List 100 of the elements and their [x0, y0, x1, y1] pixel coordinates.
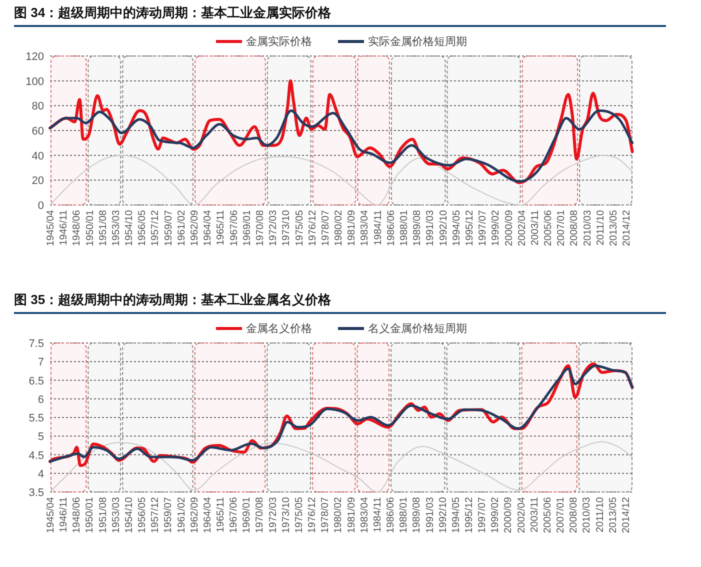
- x-tick-label: 1994/05: [451, 210, 462, 246]
- x-tick-label: 1959/07: [163, 210, 174, 246]
- x-tick-label: 1946/11: [58, 210, 70, 246]
- x-tick-label: 1991/03: [425, 210, 436, 246]
- x-tick-label: 2013/05: [608, 210, 620, 246]
- x-tick-label: 1986/06: [386, 210, 397, 246]
- x-tick-label: 1969/01: [242, 210, 253, 246]
- x-tick-label: 2005/06: [543, 210, 554, 246]
- x-tick-label: 1984/11: [372, 496, 384, 532]
- y-tick-label: 5.5: [28, 412, 44, 424]
- x-tick-label: 1997/07: [477, 496, 488, 534]
- x-tick-label: 2008/08: [568, 496, 580, 534]
- y-tick-label: 6: [38, 394, 44, 406]
- y-tick-label: 0: [38, 200, 44, 212]
- line-series: [50, 441, 633, 492]
- x-tick-label: 1967/06: [228, 210, 240, 246]
- x-tick-label: 1957/12: [150, 210, 162, 246]
- x-tick-label: 2003/11: [529, 496, 540, 532]
- legend-label: 名义金属价格短周期: [368, 322, 467, 336]
- x-tick-label: 2011/10: [594, 496, 606, 532]
- x-tick-label: 1970/08: [254, 496, 266, 534]
- x-tick-label: 2010/03: [582, 210, 594, 246]
- x-tick-label: 1950/01: [84, 210, 96, 246]
- x-tick-label: 1975/05: [294, 496, 305, 534]
- x-tick-label: 2007/01: [556, 496, 567, 534]
- x-tick-label: 1976/12: [307, 210, 318, 246]
- legend-label: 金属名义价格: [246, 322, 312, 336]
- x-tick-label: 1970/08: [254, 210, 266, 246]
- x-tick-label: 1973/10: [281, 210, 292, 246]
- x-tick-label: 1951/08: [98, 210, 109, 246]
- x-tick-label: 1945/04: [46, 210, 56, 246]
- legend-label: 金属实际价格: [246, 34, 312, 49]
- y-tick-label: 6.5: [28, 375, 44, 388]
- x-tick-label: 1965/11: [216, 496, 227, 532]
- x-tick-label: 1972/03: [268, 210, 280, 246]
- x-tick-label: 2005/06: [542, 496, 554, 534]
- y-tick-label: 20: [32, 175, 44, 188]
- y-tick-label: 7: [38, 356, 44, 369]
- x-tick-label: 1991/03: [424, 496, 436, 534]
- y-tick-label: 4.5: [28, 450, 44, 462]
- x-tick-label: 1992/10: [438, 210, 450, 246]
- x-tick-label: 2000/09: [504, 210, 515, 246]
- x-tick-label: 1988/01: [398, 496, 410, 534]
- x-tick-label: 1999/02: [490, 210, 502, 246]
- y-tick-label: 120: [26, 51, 44, 63]
- x-tick-label: 1978/07: [320, 210, 332, 246]
- x-tick-label: 2002/04: [516, 210, 528, 246]
- legend-label: 实际金属价格短周期: [368, 34, 467, 49]
- x-tick-label: 1983/04: [359, 496, 370, 534]
- x-tick-label: 1965/11: [216, 210, 227, 246]
- x-tick-label: 1945/04: [46, 496, 56, 534]
- x-tick-label: 1969/01: [242, 496, 253, 534]
- x-tick-label: 1948/06: [72, 496, 83, 534]
- x-tick-label: 1967/06: [228, 496, 240, 534]
- y-tick-label: 40: [32, 150, 44, 162]
- x-tick-label: 1961/02: [176, 210, 188, 246]
- x-tick-label: 2007/01: [556, 210, 568, 246]
- x-tick-label: 1956/05: [137, 496, 148, 534]
- x-tick-label: 1962/09: [189, 496, 200, 534]
- x-tick-label: 1983/04: [360, 210, 371, 246]
- x-tick-label: 1988/01: [399, 210, 410, 246]
- y-tick-label: 7.5: [28, 338, 44, 350]
- x-tick-label: 1994/05: [450, 496, 462, 534]
- x-tick-label: 1992/10: [438, 496, 449, 534]
- x-tick-label: 1950/01: [84, 496, 96, 534]
- x-tick-label: 1989/08: [412, 210, 424, 246]
- x-tick-label: 1995/12: [464, 210, 476, 246]
- y-tick-label: 60: [32, 126, 44, 138]
- x-tick-label: 1964/04: [202, 210, 214, 246]
- x-tick-label: 1953/03: [110, 210, 122, 246]
- x-tick-label: 2014/12: [620, 496, 632, 534]
- x-tick-label: 2003/11: [530, 210, 541, 246]
- x-tick-label: 1953/03: [110, 496, 122, 534]
- y-tick-label: 80: [32, 100, 44, 113]
- y-tick-label: 3.5: [28, 487, 44, 499]
- x-tick-label: 1980/02: [333, 496, 344, 534]
- x-tick-label: 1962/09: [190, 210, 201, 246]
- x-tick-label: 1981/09: [346, 496, 358, 534]
- x-tick-label: 1976/12: [307, 496, 318, 534]
- x-tick-label: 2013/05: [608, 496, 619, 534]
- line-series: [50, 154, 633, 206]
- x-tick-label: 1972/03: [268, 496, 279, 534]
- x-tick-label: 1980/02: [334, 210, 345, 246]
- x-tick-label: 2011/10: [595, 210, 606, 246]
- x-tick-label: 2014/12: [622, 210, 633, 246]
- x-tick-label: 1973/10: [280, 496, 292, 534]
- x-tick-label: 1999/02: [490, 496, 502, 534]
- x-tick-label: 2002/04: [516, 496, 528, 534]
- x-tick-label: 2010/03: [582, 496, 593, 534]
- x-tick-label: 1978/07: [320, 496, 332, 534]
- x-tick-label: 1954/10: [124, 496, 135, 534]
- line-series: [48, 109, 634, 183]
- y-tick-label: 4: [38, 468, 44, 480]
- x-tick-label: 1975/05: [294, 210, 306, 246]
- x-tick-label: 1951/08: [98, 496, 109, 534]
- x-tick-label: 1984/11: [372, 210, 384, 246]
- x-tick-label: 1961/02: [176, 496, 188, 534]
- x-tick-label: 1986/06: [386, 496, 397, 534]
- y-tick-label: 100: [26, 76, 44, 88]
- x-tick-label: 1946/11: [58, 496, 70, 532]
